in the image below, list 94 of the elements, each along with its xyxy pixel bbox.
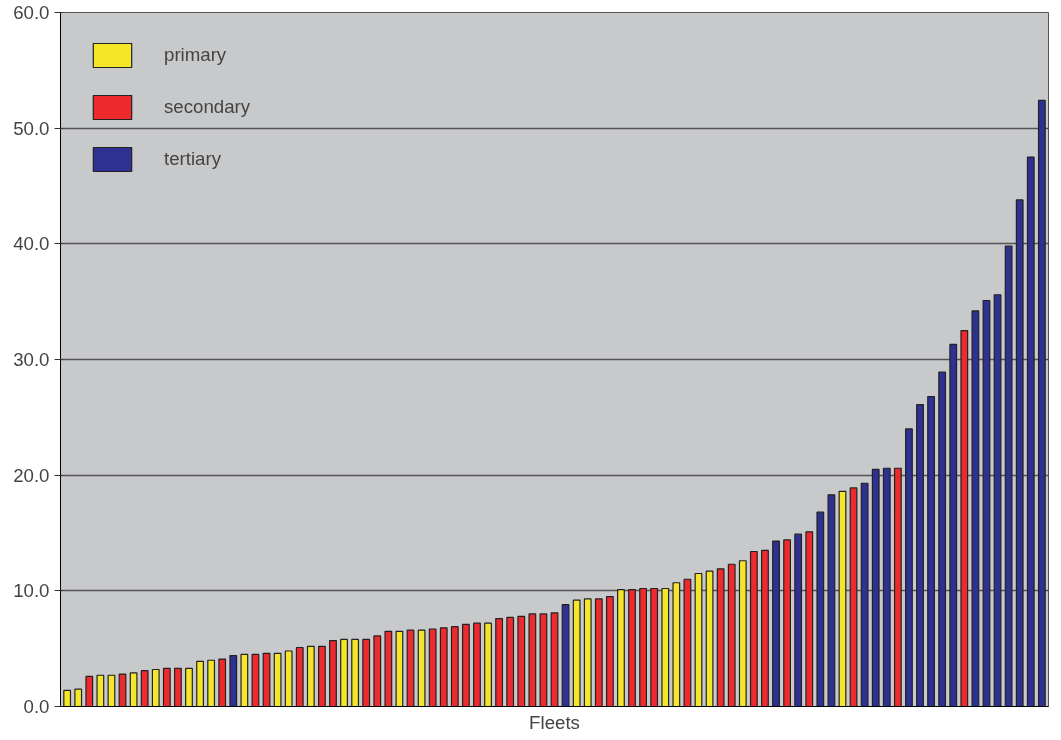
bar [738,560,747,707]
bar [461,623,470,707]
bar [207,659,216,707]
bar [749,550,758,707]
bar [561,604,570,707]
bar [395,630,404,707]
bar [628,589,636,707]
bar [927,395,936,707]
bar [517,615,526,707]
bar [1037,99,1046,707]
legend-label: primary [164,44,227,66]
y-tick-label: 30.0 [13,349,50,370]
bar [196,660,204,707]
bar [849,487,858,707]
bar [639,587,648,707]
bar [905,428,913,707]
bar [417,629,426,707]
y-tick-label: 10.0 [13,580,50,602]
bar [661,587,670,707]
bar [450,626,459,707]
bar [151,668,160,707]
bar [85,675,94,707]
y-tick-label: 0.0 [23,696,50,717]
bar [273,652,282,707]
bar [528,613,537,707]
bar [617,589,625,707]
bar [871,468,880,707]
bar [329,639,337,707]
bar [284,650,293,707]
y-tick-label: 50.0 [13,117,50,139]
bar [960,329,969,707]
bar [229,655,238,707]
bar [439,627,448,707]
bar [594,598,603,707]
bar [129,672,138,707]
bar [827,494,836,707]
bar [772,540,780,707]
bar [240,653,249,707]
bar [916,404,924,707]
bar [162,667,171,707]
bar [761,549,769,707]
bar [384,630,393,707]
bar [716,568,725,707]
bar [727,563,736,707]
bar [306,645,315,707]
bar [805,531,814,707]
legend-label: secondary [164,96,251,118]
legend-label: tertiary [164,148,222,170]
bar [495,617,504,707]
bar [882,467,891,707]
bar [74,688,83,707]
bar [672,582,681,707]
bar [362,638,371,707]
bar [938,371,947,707]
bar [971,310,980,707]
bar [949,343,958,707]
bar [705,570,714,707]
bar [173,667,182,707]
bar [816,511,825,707]
bar [484,622,492,707]
bar [506,616,515,707]
x-axis-title: Fleets [529,711,580,733]
bar [63,689,72,707]
bar [1026,156,1035,707]
bar [107,674,116,707]
bar [794,533,803,707]
bar [118,673,127,707]
bar [539,613,548,707]
bar [683,578,692,707]
bar [1015,199,1024,707]
y-tick-label: 60.0 [13,2,50,23]
bar [428,628,437,707]
bar [583,598,592,707]
bar [340,638,348,707]
bar [295,646,304,707]
bar [605,596,614,707]
bar [218,658,227,707]
bar [317,645,326,707]
bar [251,653,260,707]
bar [96,674,105,707]
bar [783,539,792,707]
bar [993,294,1002,707]
y-tick-label: 20.0 [13,464,50,486]
bar [185,667,193,707]
bar [860,482,869,707]
y-tick-label: 40.0 [13,233,50,255]
bar [893,467,902,707]
bar [473,622,481,707]
bar [373,635,382,707]
bar [572,599,581,707]
bar [650,587,659,707]
bar [140,670,149,707]
bar [351,638,360,707]
bar [1004,245,1013,707]
